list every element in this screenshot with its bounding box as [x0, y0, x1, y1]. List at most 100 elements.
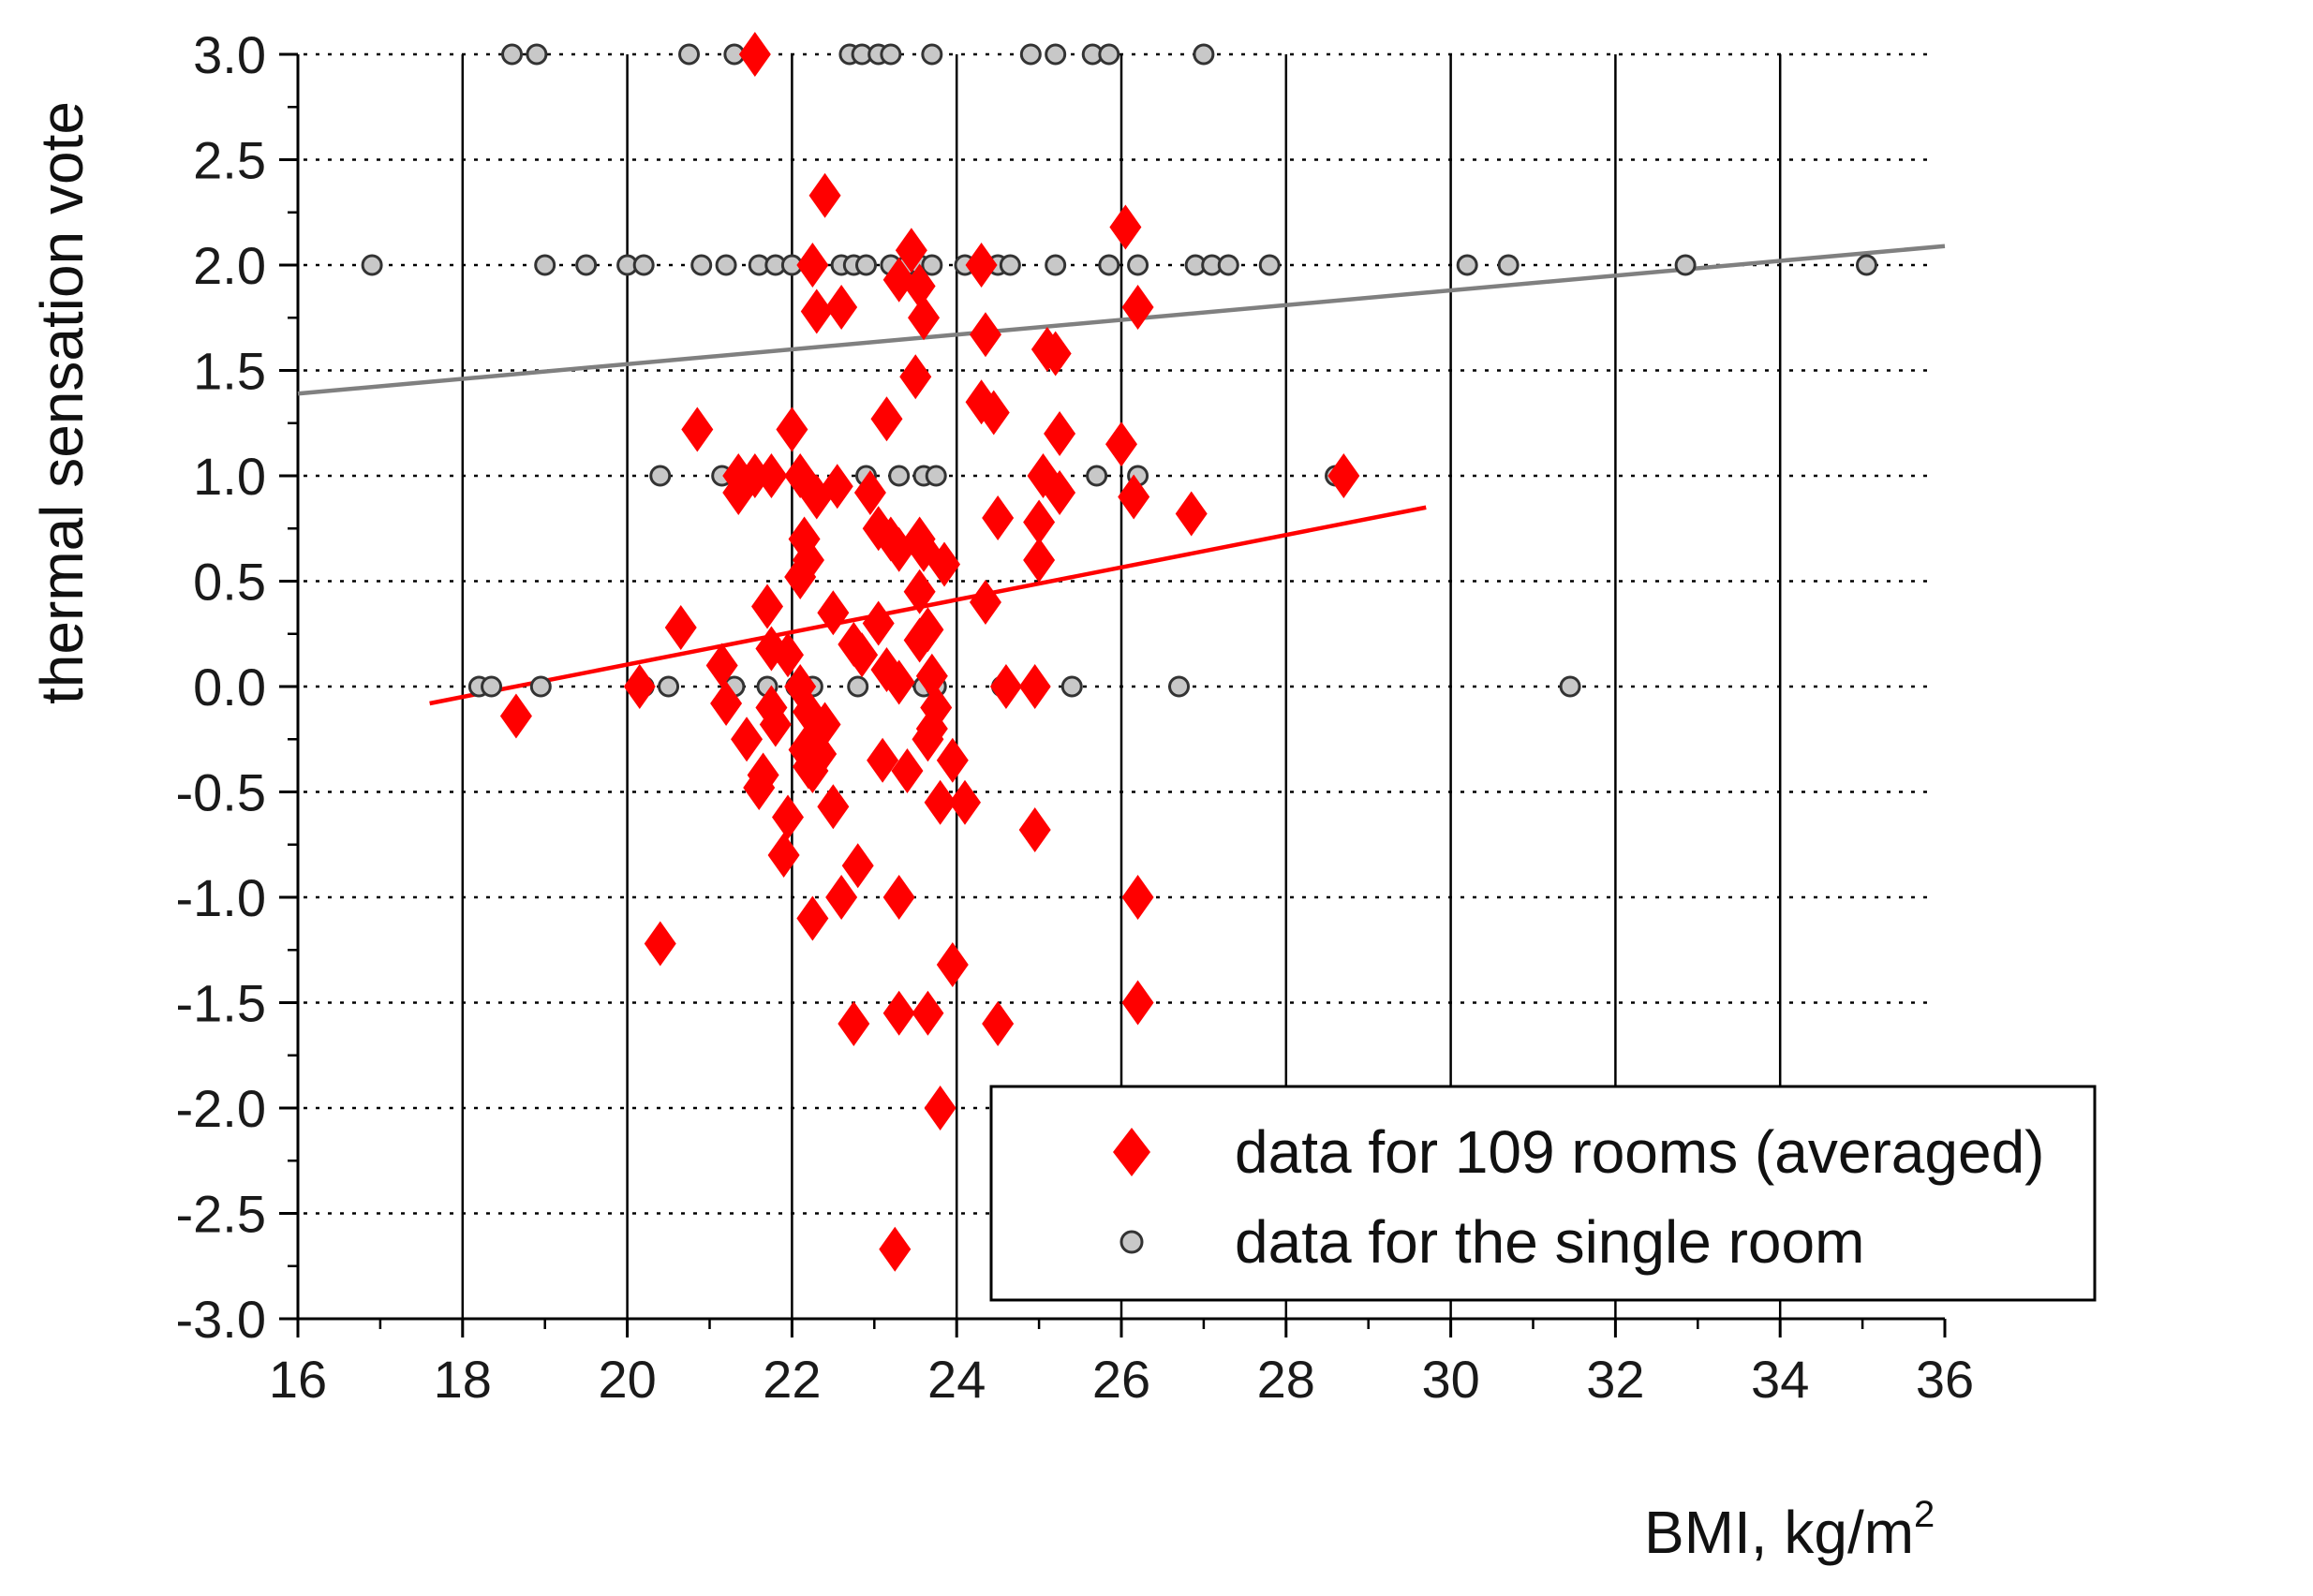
single-room-point [649, 465, 672, 487]
single-room-point [534, 254, 556, 276]
room-average-point [1044, 470, 1076, 515]
room-average-point [882, 526, 915, 572]
room-average-point [772, 794, 805, 840]
room-average-point [862, 600, 895, 646]
legend-label-single-room: data for the single room [1235, 1208, 1864, 1276]
legend-box [989, 1085, 2097, 1302]
tick-labels: 3.0 2.5 2.0 1.5 1.0 0.5 0.0 -0.5 -1.0 -1.5 -2.0 -2.… [176, 25, 1975, 1409]
room-average-point [817, 784, 850, 830]
room-average-point [825, 875, 858, 920]
room-average-point [1121, 875, 1154, 920]
room-average-point [1018, 807, 1051, 852]
y-tick-label: -2.5 [176, 1185, 267, 1244]
x-tick-label: 20 [598, 1350, 656, 1409]
room-average-point [969, 312, 1001, 358]
room-average-point [899, 354, 932, 400]
room-average-point [1105, 421, 1137, 467]
y-tick-label: 1.5 [193, 342, 266, 401]
room-average-point [1118, 474, 1150, 520]
room-average-point [808, 172, 841, 218]
x-tick-label: 34 [1751, 1350, 1809, 1409]
room-average-point [776, 406, 808, 452]
trend-line-single-room [297, 244, 1946, 396]
room-average-point [982, 1001, 1015, 1046]
y-tick-label: 0.5 [193, 553, 266, 612]
room-average-point [1018, 664, 1051, 709]
trend-lines [297, 244, 1946, 706]
single-room-point [1086, 465, 1108, 487]
room-average-point [915, 653, 948, 699]
room-average-point [895, 228, 927, 273]
room-average-point [1023, 538, 1056, 583]
single-room-point [632, 254, 655, 276]
room-average-point [841, 843, 874, 889]
x-axis-title-superscript: 2 [1914, 1494, 1935, 1535]
single-room-point [481, 675, 503, 698]
room-average-point [948, 779, 981, 825]
single-room-point [1497, 254, 1520, 276]
room-average-point [846, 632, 879, 678]
x-axis-title-main: BMI, kg/m [1644, 1499, 1914, 1566]
x-tick-label: 26 [1092, 1350, 1150, 1409]
trend-line-rooms [429, 505, 1427, 706]
room-average-point [710, 681, 743, 726]
room-average-point [903, 263, 936, 309]
room-average-point [767, 833, 800, 878]
room-average-point [989, 664, 1022, 709]
room-average-point [623, 664, 656, 709]
room-average-point [1023, 499, 1056, 545]
room-average-point [977, 390, 1010, 436]
room-average-point [499, 693, 532, 739]
room-average-point [731, 717, 764, 762]
room-average-point [912, 717, 944, 762]
single-room-point [526, 43, 548, 66]
legend-marker-circle [1119, 1230, 1144, 1254]
single-room-point [1019, 43, 1042, 66]
y-tick-label: -1.0 [176, 868, 267, 927]
y-tick-label: 2.5 [193, 131, 266, 190]
legend: data for 109 rooms (averaged) data for t… [989, 1085, 2097, 1302]
room-average-point [924, 1086, 956, 1130]
single-room-point [715, 254, 737, 276]
single-room-point [880, 43, 902, 66]
room-average-point [882, 257, 915, 303]
y-tick-label: 0.0 [193, 658, 266, 717]
data-points [361, 32, 1877, 1272]
room-average-point [1039, 331, 1072, 377]
x-tick-label: 32 [1586, 1350, 1644, 1409]
room-average-point [759, 702, 792, 747]
x-tick-label: 24 [927, 1350, 986, 1409]
room-average-point [825, 285, 858, 330]
single-room-point [1855, 254, 1877, 276]
single-room-point [921, 43, 943, 66]
single-room-point [888, 465, 911, 487]
room-average-point [912, 990, 944, 1036]
single-room-point [847, 675, 869, 698]
single-room-point [1258, 254, 1281, 276]
single-room-point [1168, 675, 1191, 698]
y-tick-label: 3.0 [193, 25, 266, 84]
single-room-point [1127, 254, 1149, 276]
y-tick-label: -0.5 [176, 763, 267, 822]
room-average-point [903, 617, 936, 663]
room-average-point [743, 765, 776, 810]
single-room-point [658, 675, 680, 698]
x-tick-label: 28 [1257, 1350, 1315, 1409]
y-tick-label: -3.0 [176, 1290, 267, 1349]
room-average-point [800, 288, 833, 334]
single-room-point [1098, 254, 1120, 276]
room-average-point [879, 1226, 912, 1272]
room-average-point [644, 921, 676, 967]
room-average-point [796, 243, 829, 288]
x-tick-label: 22 [763, 1350, 821, 1409]
room-average-point [891, 748, 924, 793]
room-average-point [882, 990, 915, 1036]
room-average-point [755, 453, 788, 498]
room-average-point [867, 737, 899, 783]
room-average-point [936, 942, 969, 987]
room-average-point [800, 474, 833, 520]
y-tick-label: 2.0 [193, 236, 266, 295]
single-room-point [1045, 254, 1067, 276]
room-average-point [1327, 453, 1360, 498]
